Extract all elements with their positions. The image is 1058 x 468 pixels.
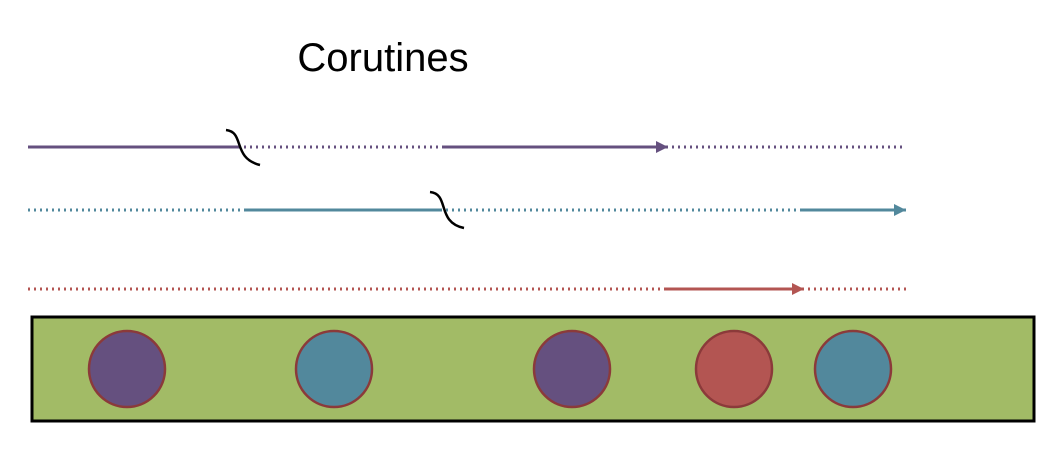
- queue-item-purple: [87, 329, 167, 409]
- queue-item-purple: [532, 329, 612, 409]
- lane-purple-break-mark: [225, 128, 261, 167]
- lane-teal: [28, 190, 906, 230]
- queue-item-teal: [813, 329, 893, 409]
- diagram-title: Corutines: [297, 36, 469, 80]
- queue-item-red: [694, 329, 774, 409]
- lane-teal-break-mark: [429, 190, 465, 230]
- queue-item-teal: [294, 329, 374, 409]
- queue-items: [87, 329, 893, 409]
- lane-purple: [28, 128, 906, 167]
